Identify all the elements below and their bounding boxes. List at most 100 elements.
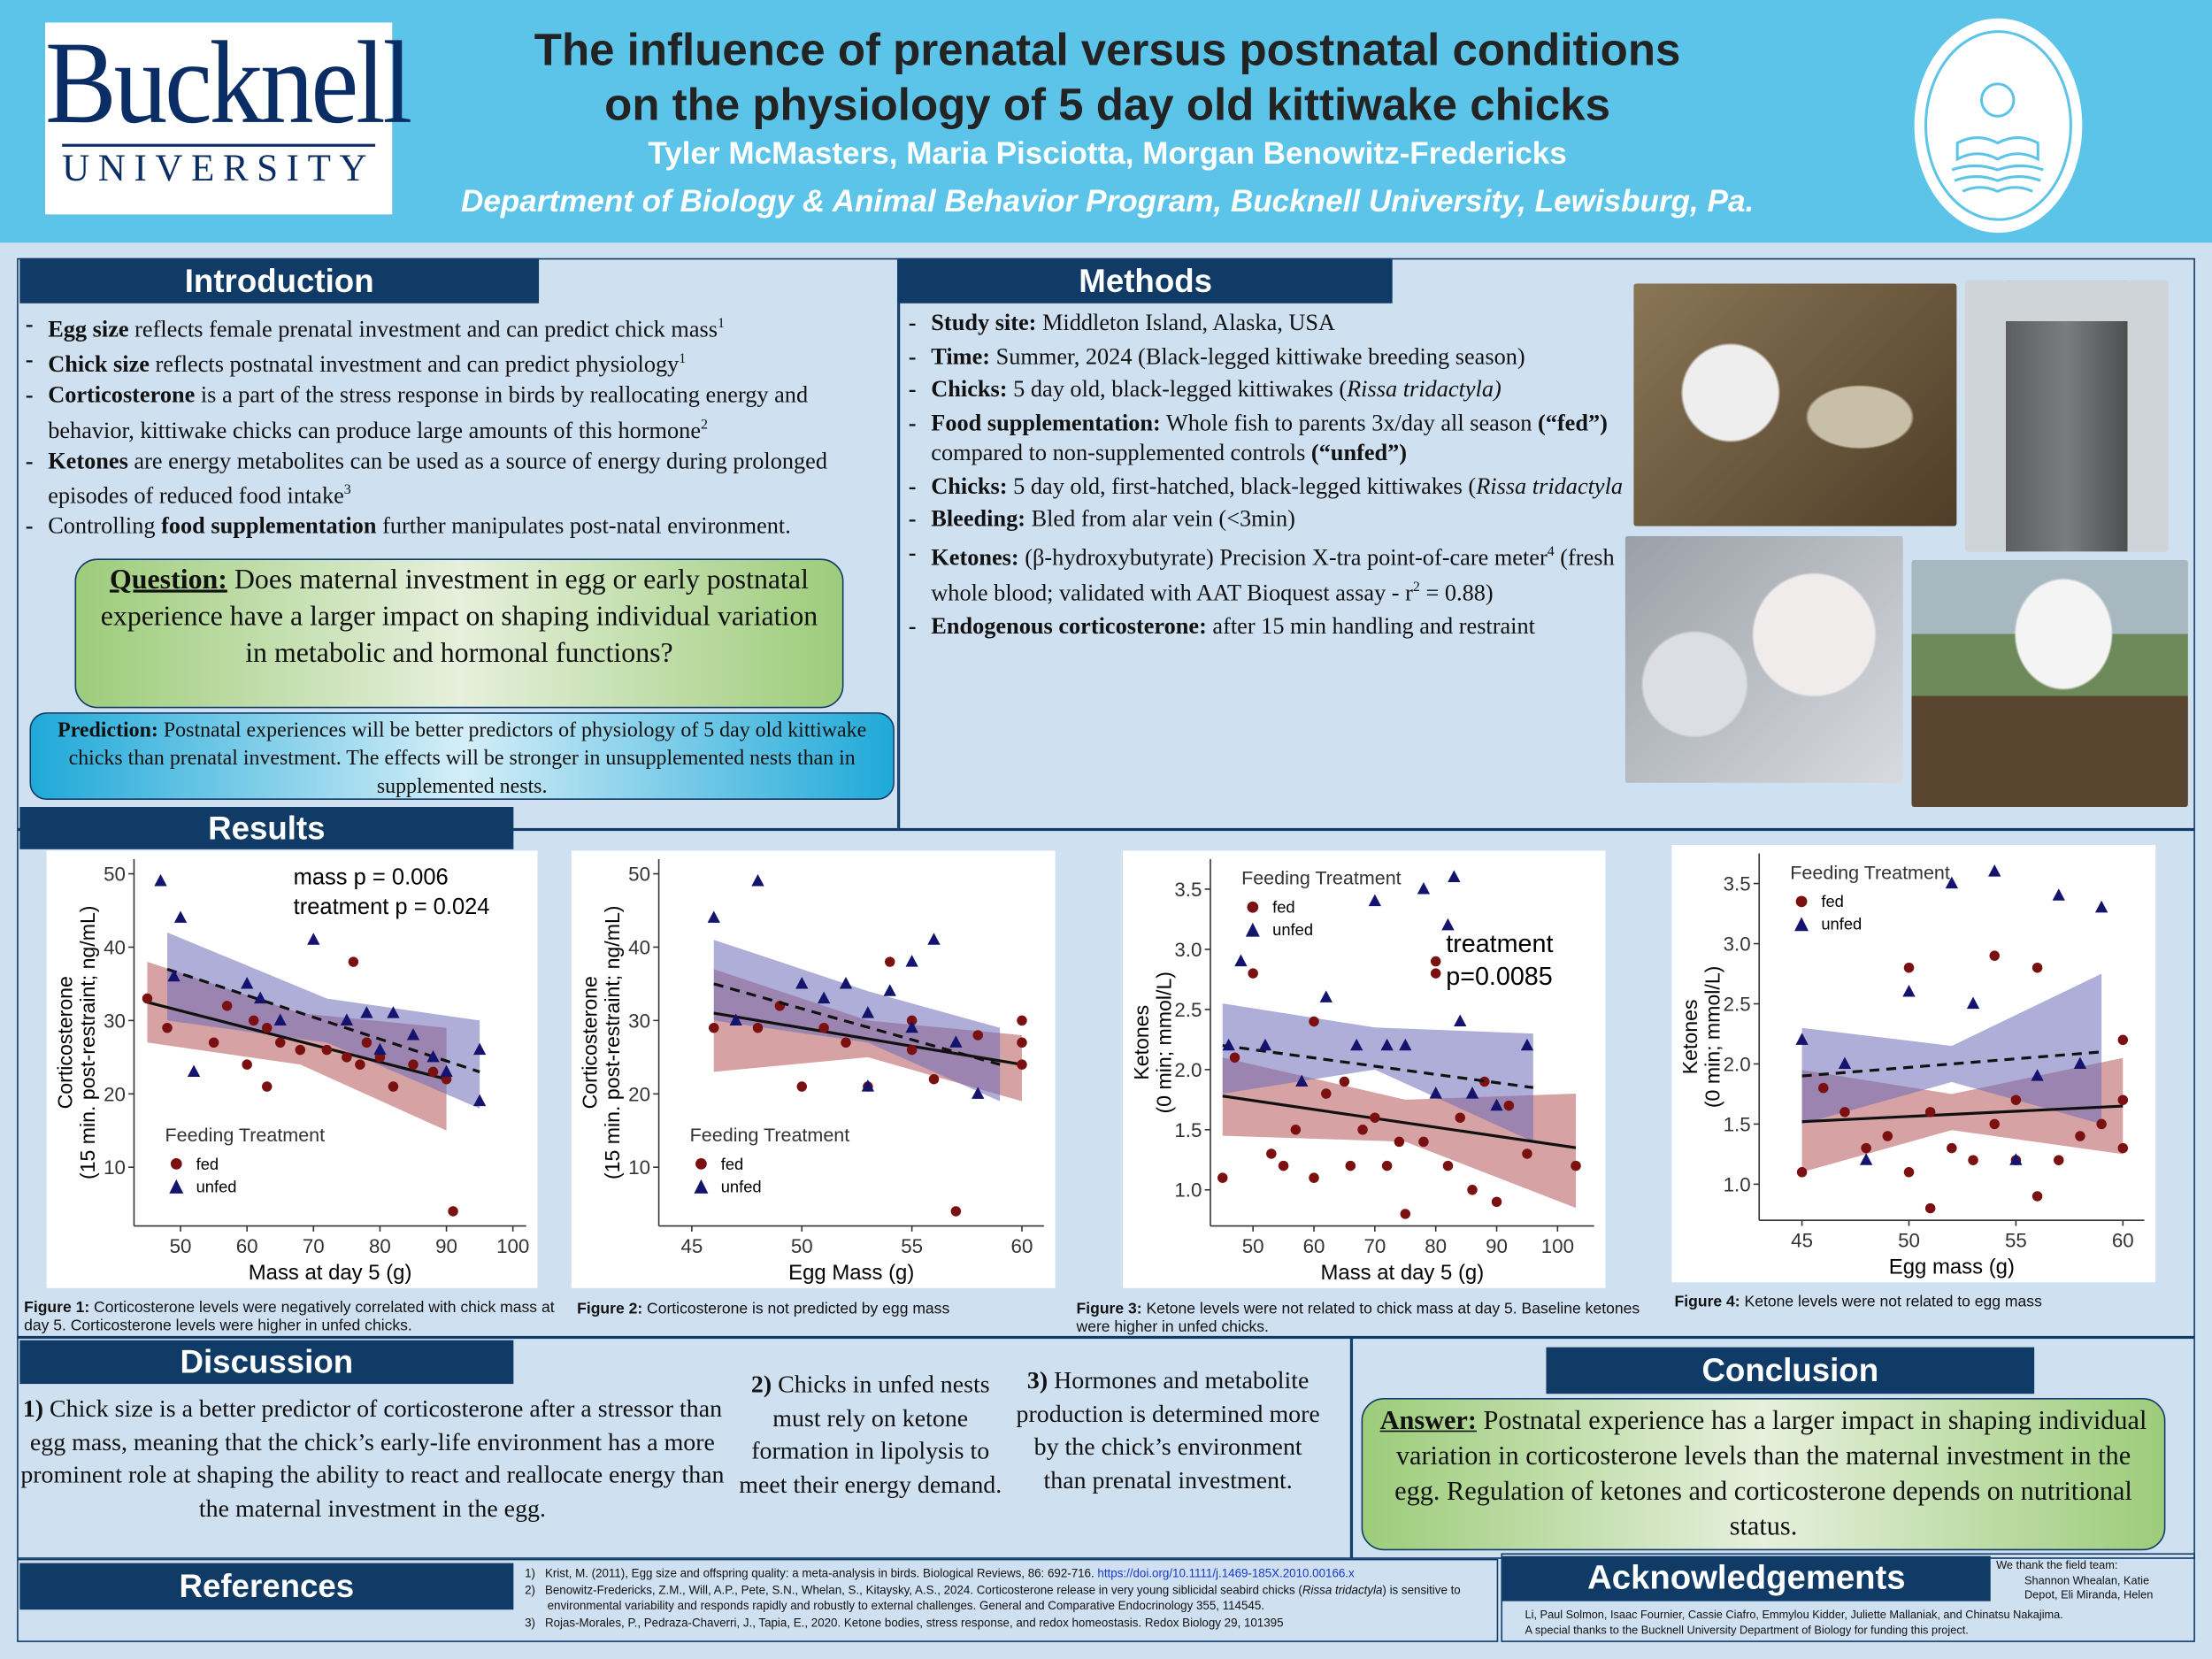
discussion-point-2: 2) Chicks in unfed nests must rely on ke… <box>739 1370 1002 1498</box>
y-axis-label: Ketones <box>1678 999 1701 1074</box>
title-line-2: on the physiology of 5 day old kittiwake… <box>604 79 1611 130</box>
unfed-data-point <box>1350 1038 1363 1051</box>
unfed-data-point <box>817 991 831 1004</box>
fed-data-point <box>796 1081 807 1092</box>
fed-data-point <box>1357 1125 1368 1135</box>
figure-1-chart: 10 20 30 40 50 50 60 70 80 90 100 Mass at day 5 (g)… <box>46 850 538 1288</box>
authors: Tyler McMasters, Maria Pisciotta, Morgan… <box>648 135 1567 171</box>
y-axis-label: (15 min. post-restraint; ng/mL) <box>601 905 624 1179</box>
references-heading: References <box>19 1563 514 1610</box>
unfed-confidence-band <box>1222 1003 1533 1142</box>
unfed-data-point <box>340 1013 354 1025</box>
unfed-data-point <box>905 1020 918 1033</box>
unfed-data-point <box>173 910 188 923</box>
y-tick-label: 20 <box>104 1083 126 1105</box>
fed-data-point <box>1017 1037 1027 1048</box>
fed-data-point <box>261 1022 273 1033</box>
unfed-data-point <box>1429 1087 1442 1099</box>
unfed-data-point <box>360 1006 373 1018</box>
y-tick-label: 40 <box>104 936 126 958</box>
unfed-data-point <box>861 1079 875 1092</box>
unfed-trend-line <box>1222 1044 1534 1089</box>
logo-wordmark: Bucknell <box>45 18 412 149</box>
legend-unfed-icon <box>169 1179 184 1194</box>
unfed-data-point <box>1258 1038 1272 1051</box>
x-tick-label: 50 <box>791 1235 813 1257</box>
x-tick-label: 50 <box>170 1235 192 1257</box>
fed-data-point <box>885 956 895 967</box>
fed-data-point <box>248 1015 259 1026</box>
logo-subtitle: UNIVERSITY <box>62 143 376 189</box>
y-tick-label: 1.5 <box>1724 1113 1751 1135</box>
fed-data-point <box>2032 1191 2043 1202</box>
fed-data-point <box>388 1081 399 1092</box>
figure-2-caption: Figure 2: Corticosterone is not predicte… <box>577 1301 950 1318</box>
legend-unfed-icon <box>694 1179 709 1194</box>
unfed-data-point <box>426 1049 440 1063</box>
fed-data-point <box>348 956 359 967</box>
fed-trend-line <box>1222 1094 1577 1149</box>
unfed-data-point <box>167 969 180 982</box>
x-tick-label: 50 <box>1898 1229 1920 1251</box>
unfed-data-point <box>154 873 167 887</box>
results-panel <box>17 829 2195 1338</box>
y-tick-label: 2.0 <box>1724 1053 1751 1075</box>
fed-data-point <box>1381 1160 1393 1171</box>
answer-box: Answer: Postnatal experience has a large… <box>1361 1398 2166 1551</box>
poster-header: Bucknell UNIVERSITY The influence of pre… <box>0 0 2212 243</box>
figure-2-chart: 10 20 30 40 50 45 50 55 60 Egg Mass (g) Corticoste… <box>571 850 1056 1288</box>
methods-panel <box>898 257 2195 830</box>
fed-data-point <box>1321 1088 1332 1099</box>
x-tick-label: 55 <box>901 1235 923 1257</box>
results-heading: Results <box>19 806 514 849</box>
annotation: mass p = 0.006 <box>294 865 449 890</box>
fed-data-point <box>1309 1016 1319 1027</box>
x-tick-label: 100 <box>496 1235 529 1257</box>
fed-data-point <box>448 1206 458 1217</box>
fed-data-point <box>1400 1209 1411 1219</box>
unfed-data-point <box>1448 870 1461 882</box>
fed-data-point <box>342 1052 352 1063</box>
unfed-data-point <box>972 1087 985 1099</box>
legend-label-unfed: unfed <box>196 1177 237 1195</box>
fed-data-point <box>295 1044 306 1056</box>
fed-data-point <box>2117 1034 2129 1046</box>
legend-title: Feeding Treatment <box>1790 862 1950 883</box>
y-tick-label: 1.0 <box>1724 1173 1751 1195</box>
x-tick-label: 70 <box>303 1235 325 1257</box>
unfed-data-point <box>241 976 254 989</box>
unfed-data-point <box>472 1094 487 1107</box>
y-tick-label: 50 <box>628 864 650 886</box>
y-tick-label: 2.0 <box>1174 1059 1202 1081</box>
chart-2: 10 20 30 40 50 45 50 55 60 Egg Mass (g) Corticoste… <box>578 858 1044 1285</box>
unfed-data-point <box>1295 1074 1309 1087</box>
methods-item: Food supplementation: Whole fish to pare… <box>902 407 1629 468</box>
x-axis-label: Egg mass (g) <box>1889 1256 2015 1279</box>
unfed-data-point <box>1465 1087 1479 1099</box>
legend-fed-icon <box>695 1158 707 1170</box>
figure-3-caption: Figure 3: Ketone levels were not related… <box>1076 1301 1640 1336</box>
unfed-data-point <box>1454 1014 1467 1027</box>
y-tick-label: 3.5 <box>1724 873 1751 895</box>
fed-data-point <box>142 993 153 1004</box>
unfed-data-point <box>1222 1038 1235 1051</box>
university-seal-icon <box>1909 13 2087 237</box>
y-tick-label: 30 <box>104 1010 126 1032</box>
unfed-data-point <box>406 1027 420 1041</box>
unfed-data-point <box>307 933 320 945</box>
introduction-heading: Introduction <box>19 257 540 303</box>
fed-data-point <box>1968 1155 1978 1165</box>
methods-heading: Methods <box>898 257 1393 303</box>
annotation: treatment <box>1446 930 1553 958</box>
fed-trend-line <box>713 1011 1023 1066</box>
reference-link[interactable]: https://doi.org/10.1111/j.1469-185X.2010… <box>1097 1565 1355 1580</box>
unfed-data-point <box>1380 1038 1394 1051</box>
fed-data-point <box>1571 1160 1581 1171</box>
fed-data-point <box>1266 1148 1277 1159</box>
fed-data-point <box>1903 962 1915 973</box>
fed-data-point <box>2096 1118 2107 1130</box>
fed-data-point <box>1418 1136 1429 1148</box>
x-tick-label: 90 <box>1486 1235 1508 1257</box>
x-tick-label: 55 <box>2005 1229 2027 1251</box>
legend-fed-icon <box>1247 901 1259 913</box>
